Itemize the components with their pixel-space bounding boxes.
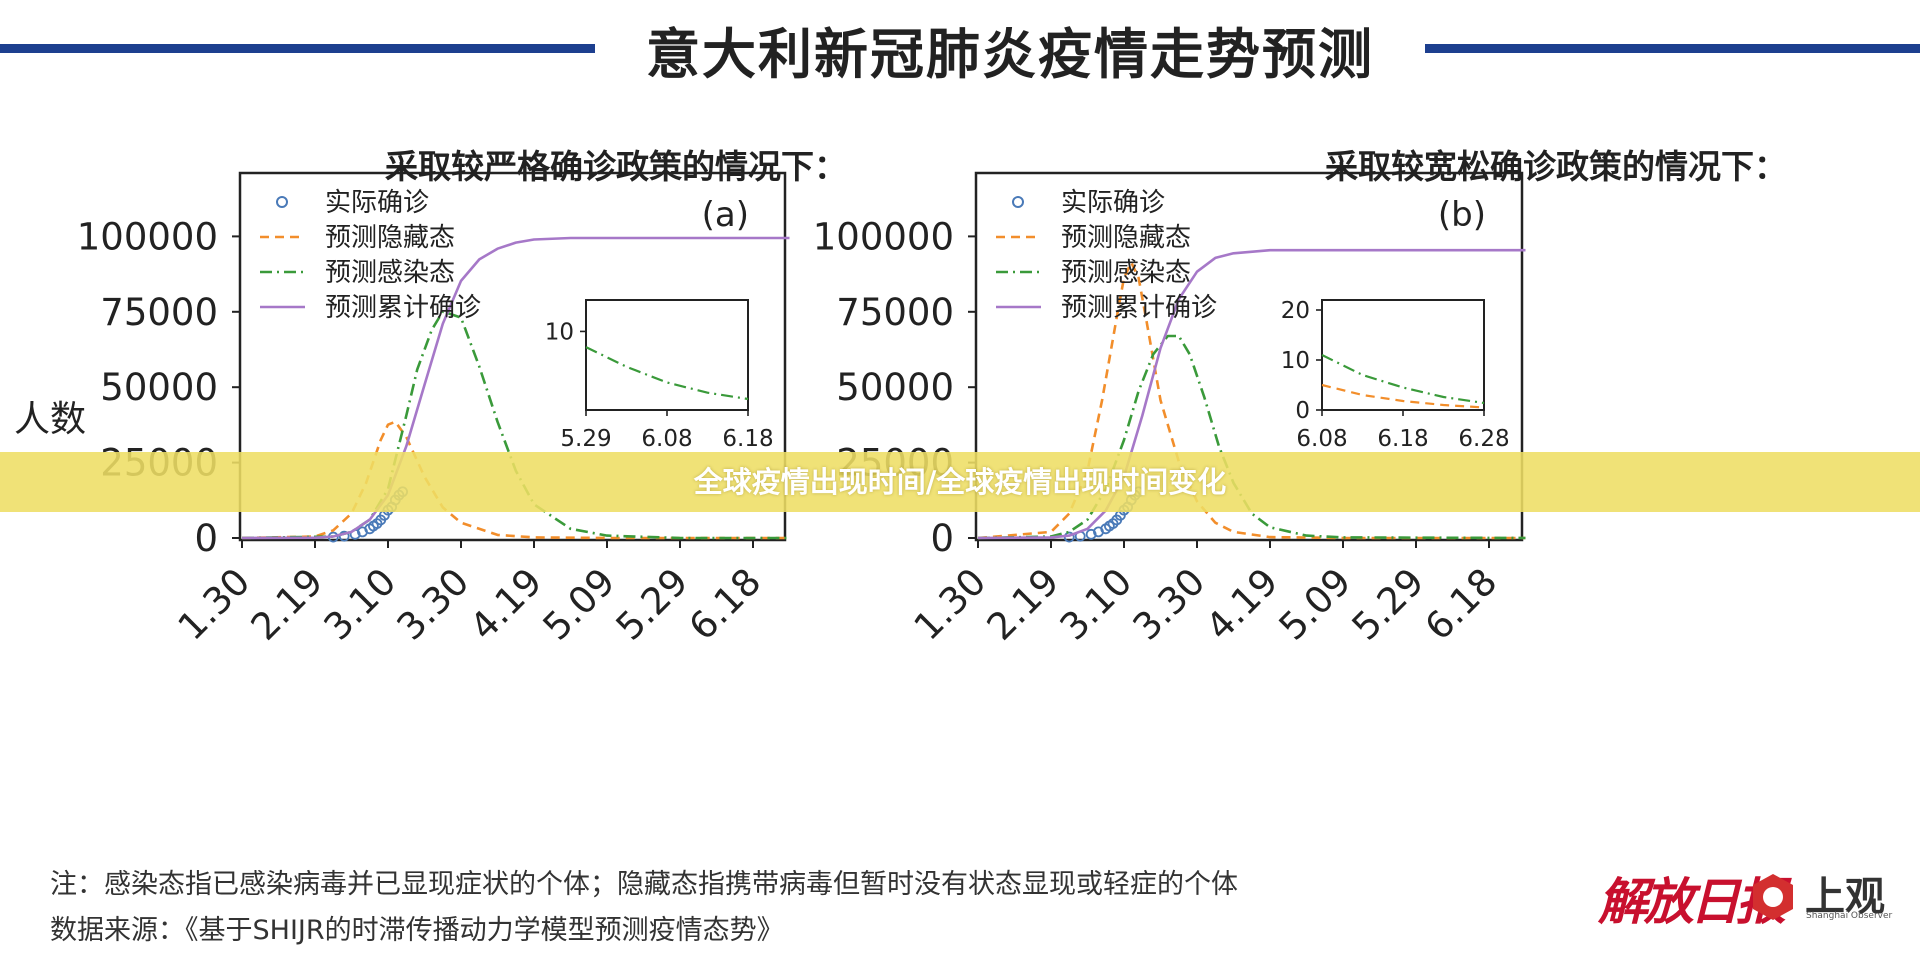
inset-latent-line — [1321, 383, 1485, 409]
legend-label: 预测隐藏态 — [1061, 223, 1191, 253]
inset-x-tick-label: 6.08 — [641, 426, 692, 452]
x-tick-label: 4.19 — [1198, 560, 1287, 649]
panel-a-title: 采取较严格确诊政策的情况下： — [385, 147, 847, 186]
legend-marker-observed — [276, 196, 288, 208]
shanghai-observer-logo-text: 上观 — [1805, 874, 1885, 920]
x-tick-label: 1.30 — [170, 560, 259, 649]
panel-label: (b) — [1438, 195, 1486, 235]
x-tick-label: 5.29 — [608, 560, 697, 649]
title-rule-right — [1425, 44, 1920, 53]
footnote: 注：感染态指已感染病毒并已显现症状的个体；隐藏态指携带病毒但暂时没有状态显现或轻… — [50, 869, 1238, 900]
x-tick-label: 6.18 — [1417, 560, 1506, 649]
x-tick-label: 3.10 — [1052, 560, 1141, 649]
x-tick-label: 2.19 — [979, 560, 1068, 649]
x-tick-label: 1.30 — [906, 560, 995, 649]
y-tick-label: 50000 — [100, 366, 218, 409]
y-tick-label: 100000 — [77, 215, 218, 258]
title-rule-left — [0, 44, 595, 53]
y-axis-label: 人数 — [14, 399, 87, 440]
y-tick-label: 100000 — [813, 215, 954, 258]
series-line-solid — [241, 236, 790, 540]
chart-panel-b: 02500050000750001000001.302.193.103.304.… — [813, 171, 1526, 649]
x-tick-label: 2.19 — [243, 560, 332, 649]
inset-y-tick-label: 10 — [545, 319, 574, 345]
inset-infected-line — [585, 346, 749, 401]
inset-x-tick-label: 6.18 — [722, 426, 773, 452]
inset-infected-line — [1321, 354, 1485, 405]
legend-label: 预测累计确诊 — [1061, 293, 1217, 323]
x-tick-label: 4.19 — [462, 560, 551, 649]
inset-frame — [1321, 299, 1485, 411]
series-line-dashed — [241, 420, 790, 540]
y-tick-label: 50000 — [836, 366, 954, 409]
page-title: 意大利新冠肺炎疫情走势预测 — [646, 23, 1374, 86]
inset-x-tick-label: 6.28 — [1458, 426, 1509, 452]
y-tick-label: 75000 — [836, 291, 954, 334]
x-tick-label: 5.09 — [1271, 560, 1360, 649]
inset-x-tick-label: 6.08 — [1296, 426, 1347, 452]
panel-b-title: 采取较宽松确诊政策的情况下： — [1325, 147, 1787, 186]
x-tick-label: 3.30 — [389, 560, 478, 649]
legend-label: 预测隐藏态 — [325, 223, 455, 253]
overlay-banner-text: 全球疫情出现时间/全球疫情出现时间变化 — [693, 465, 1227, 499]
inset-x-tick-label: 5.29 — [560, 426, 611, 452]
inset-y-tick-label: 0 — [1295, 398, 1310, 424]
plot-frame — [974, 171, 1524, 542]
legend-label: 预测累计确诊 — [325, 293, 481, 323]
title-bar: 意大利新冠肺炎疫情走势预测 — [0, 0, 1920, 110]
x-tick-label: 5.29 — [1344, 560, 1433, 649]
legend-label: 实际确诊 — [1061, 188, 1165, 218]
observed-point — [1085, 528, 1097, 540]
x-tick-label: 3.30 — [1125, 560, 1214, 649]
legend-label: 实际确诊 — [325, 188, 429, 218]
data-source: 数据来源：《基于SHIJR的时滞传播动力学模型预测疫情态势》 — [50, 915, 784, 946]
y-tick-label: 0 — [194, 517, 218, 560]
x-tick-label: 6.18 — [681, 560, 770, 649]
x-tick-label: 5.09 — [535, 560, 624, 649]
series-line-solid — [977, 248, 1526, 540]
inset-x-tick-label: 6.18 — [1377, 426, 1428, 452]
x-tick-label: 3.10 — [316, 560, 405, 649]
legend-marker-observed — [1012, 196, 1024, 208]
inset-frame — [585, 299, 749, 411]
inset-y-tick-label: 20 — [1281, 298, 1310, 324]
legend-label: 预测感染态 — [325, 258, 455, 288]
shanghai-observer-logo-sub: Shanghai Observer — [1806, 911, 1893, 921]
y-tick-label: 0 — [930, 517, 954, 560]
y-tick-label: 75000 — [100, 291, 218, 334]
chart-panel-a: 02500050000750001000001.302.193.103.304.… — [77, 171, 790, 649]
series-line-dashdot — [977, 334, 1526, 540]
overlay-banner — [0, 452, 1920, 512]
plot-frame — [238, 171, 787, 542]
shanghai-observer-logo-icon — [1753, 874, 1793, 920]
panel-label: (a) — [702, 195, 749, 235]
legend-label: 预测感染态 — [1061, 258, 1191, 288]
inset-y-tick-label: 10 — [1281, 348, 1310, 374]
